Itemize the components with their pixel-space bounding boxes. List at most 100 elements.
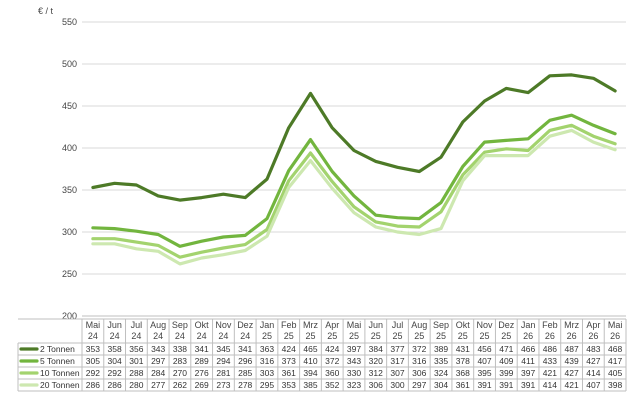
x-category-year: 24 bbox=[88, 331, 98, 341]
data-label: 341 bbox=[238, 344, 252, 354]
x-category-month: Okt bbox=[456, 320, 471, 330]
x-category-month: Jun bbox=[369, 320, 384, 330]
y-tick-label: 250 bbox=[62, 269, 77, 279]
data-label: 433 bbox=[543, 356, 557, 366]
x-category-month: Aug bbox=[150, 320, 166, 330]
y-tick-label: 550 bbox=[62, 17, 77, 27]
x-category-month: Nov bbox=[477, 320, 494, 330]
data-label: 295 bbox=[260, 380, 274, 390]
data-label: 356 bbox=[129, 344, 143, 354]
data-label: 270 bbox=[173, 368, 187, 378]
x-category-month: Jun bbox=[107, 320, 122, 330]
data-label: 323 bbox=[347, 380, 361, 390]
x-category-year: 26 bbox=[545, 331, 555, 341]
data-label: 468 bbox=[608, 344, 622, 354]
x-category-year: 24 bbox=[175, 331, 185, 341]
x-category-month: Feb bbox=[542, 320, 558, 330]
data-label: 316 bbox=[260, 356, 274, 366]
data-label: 301 bbox=[129, 356, 143, 366]
data-label: 297 bbox=[412, 380, 426, 390]
data-label: 424 bbox=[282, 344, 296, 354]
x-category-year: 25 bbox=[371, 331, 381, 341]
x-axis-categories: Mai24Jun24Jul24Aug24Sep24Okt24Nov24Dez24… bbox=[86, 320, 623, 341]
data-label: 424 bbox=[325, 344, 339, 354]
data-label: 394 bbox=[303, 368, 317, 378]
data-label: 304 bbox=[108, 356, 122, 366]
data-label: 317 bbox=[390, 356, 404, 366]
data-label: 330 bbox=[347, 368, 361, 378]
x-category-year: 26 bbox=[610, 331, 620, 341]
data-label: 320 bbox=[369, 356, 383, 366]
data-label: 391 bbox=[477, 380, 491, 390]
x-category-year: 24 bbox=[131, 331, 141, 341]
data-label: 373 bbox=[282, 356, 296, 366]
x-category-year: 24 bbox=[197, 331, 207, 341]
x-category-year: 25 bbox=[305, 331, 315, 341]
data-label: 389 bbox=[434, 344, 448, 354]
data-label: 465 bbox=[303, 344, 317, 354]
data-label: 286 bbox=[86, 380, 100, 390]
data-label: 421 bbox=[543, 368, 557, 378]
data-label: 410 bbox=[303, 356, 317, 366]
x-category-year: 25 bbox=[436, 331, 446, 341]
series-line bbox=[91, 113, 617, 248]
x-category-month: Jul bbox=[131, 320, 143, 330]
data-label: 372 bbox=[412, 344, 426, 354]
x-category-year: 25 bbox=[349, 331, 359, 341]
data-label: 407 bbox=[586, 380, 600, 390]
data-label: 471 bbox=[499, 344, 513, 354]
data-label: 352 bbox=[325, 380, 339, 390]
data-label: 405 bbox=[608, 368, 622, 378]
data-label: 431 bbox=[456, 344, 470, 354]
x-category-month: Mai bbox=[86, 320, 101, 330]
data-label: 273 bbox=[216, 380, 230, 390]
data-label: 360 bbox=[325, 368, 339, 378]
x-category-year: 25 bbox=[284, 331, 294, 341]
y-tick-label: 450 bbox=[62, 101, 77, 111]
data-label: 285 bbox=[238, 368, 252, 378]
data-label: 269 bbox=[195, 380, 209, 390]
x-category-month: Dez bbox=[498, 320, 515, 330]
data-label: 262 bbox=[173, 380, 187, 390]
data-label: 316 bbox=[412, 356, 426, 366]
data-label: 391 bbox=[521, 380, 535, 390]
x-category-year: 26 bbox=[523, 331, 533, 341]
data-label: 280 bbox=[129, 380, 143, 390]
data-label: 363 bbox=[260, 344, 274, 354]
x-category-year: 25 bbox=[393, 331, 403, 341]
y-tick-label: 350 bbox=[62, 185, 77, 195]
data-label: 358 bbox=[108, 344, 122, 354]
x-category-year: 26 bbox=[588, 331, 598, 341]
x-category-month: Sep bbox=[433, 320, 449, 330]
x-category-year: 25 bbox=[327, 331, 337, 341]
data-label: 483 bbox=[586, 344, 600, 354]
y-tick-label: 300 bbox=[62, 227, 77, 237]
legend-label: 2 Tonnen bbox=[40, 344, 75, 354]
x-category-month: Dez bbox=[237, 320, 254, 330]
x-category-month: Nov bbox=[215, 320, 232, 330]
data-label: 427 bbox=[565, 368, 579, 378]
data-label: 304 bbox=[434, 380, 448, 390]
data-label: 411 bbox=[521, 356, 535, 366]
data-label: 305 bbox=[86, 356, 100, 366]
data-label: 384 bbox=[369, 344, 383, 354]
data-label: 353 bbox=[86, 344, 100, 354]
data-label: 372 bbox=[325, 356, 339, 366]
data-label: 427 bbox=[586, 356, 600, 366]
data-label: 300 bbox=[390, 380, 404, 390]
x-category-year: 24 bbox=[110, 331, 120, 341]
data-label: 276 bbox=[195, 368, 209, 378]
series-line bbox=[91, 128, 617, 266]
data-label: 417 bbox=[608, 356, 622, 366]
data-label: 341 bbox=[195, 344, 209, 354]
data-label: 398 bbox=[608, 380, 622, 390]
gridlines bbox=[82, 21, 626, 317]
data-label: 385 bbox=[303, 380, 317, 390]
data-label: 421 bbox=[565, 380, 579, 390]
data-label: 466 bbox=[521, 344, 535, 354]
x-category-month: Sep bbox=[172, 320, 188, 330]
data-label: 409 bbox=[499, 356, 513, 366]
x-category-year: 25 bbox=[480, 331, 490, 341]
data-label: 292 bbox=[108, 368, 122, 378]
